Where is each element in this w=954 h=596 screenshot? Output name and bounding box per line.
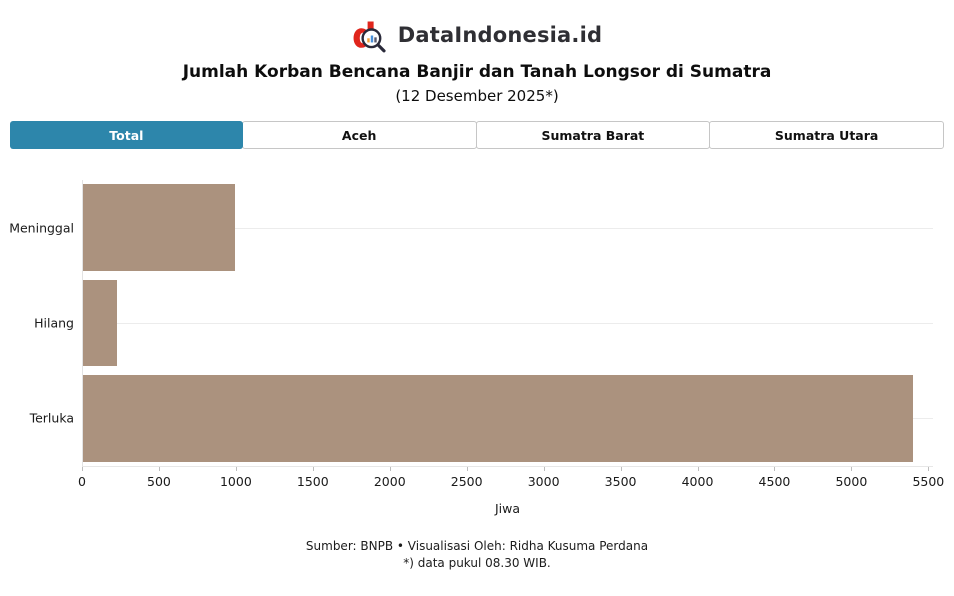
x-tick-mark (466, 467, 468, 471)
tab-total[interactable]: Total (10, 121, 243, 149)
bar-terluka[interactable] (83, 374, 913, 462)
x-tick-label: 2000 (373, 474, 406, 489)
x-tick-label: 5000 (835, 474, 868, 489)
dataindonesia-logo-icon: d (352, 17, 386, 54)
x-tick-mark (851, 467, 853, 471)
x-tick-label: 5500 (912, 474, 945, 489)
x-tick-label: 1500 (296, 474, 329, 489)
gridline (83, 227, 933, 229)
brand-header: d DataIndonesia.id (0, 0, 954, 55)
page-subtitle: (12 Desember 2025*) (395, 87, 559, 105)
row-hilang: Hilang (34, 275, 933, 370)
row-meninggal: Meninggal (9, 180, 933, 275)
x-tick-mark (697, 467, 699, 471)
category-label-hilang: Hilang (34, 315, 74, 331)
x-tick-mark (82, 467, 83, 471)
x-tick-mark (620, 467, 622, 471)
bar-chart: Meninggal Hilang Terluka 0 500 1000 1500 200… (0, 180, 954, 516)
footnote: *) data pukul 08.30 WIB. (403, 556, 551, 571)
x-tick-mark (543, 467, 545, 471)
x-tick-label: 3000 (527, 474, 560, 489)
x-tick-mark (312, 467, 314, 471)
bar-hilang[interactable] (83, 279, 117, 367)
x-tick-mark (158, 467, 160, 471)
region-tabs: Total Aceh Sumatra Barat Sumatra Utara (10, 121, 944, 149)
x-tick-label: 2500 (450, 474, 483, 489)
gridline (83, 322, 933, 324)
tab-sumatra-barat[interactable]: Sumatra Barat (475, 121, 711, 149)
x-tick-mark (928, 467, 930, 471)
x-tick-label: 500 (147, 474, 171, 489)
brand-name: DataIndonesia.id (397, 23, 603, 47)
x-tick-label: 0 (78, 474, 86, 489)
chart-footer: Sumber: BNPB • Visualisasi Oleh: Ridha K… (0, 538, 954, 573)
x-tick-mark (774, 467, 776, 471)
bar-meninggal[interactable] (83, 184, 236, 272)
x-tick-label: 3500 (604, 474, 637, 489)
x-axis-ticks: 0 500 1000 1500 2000 2500 3000 3500 4000 4500 5000… (78, 467, 944, 494)
tab-sumatra-utara[interactable]: Sumatra Utara (709, 121, 944, 149)
x-tick-mark (389, 467, 391, 471)
row-terluka: Terluka (30, 371, 933, 466)
x-tick-mark (235, 467, 237, 471)
tab-aceh[interactable]: Aceh (241, 121, 477, 149)
x-tick-label: 4500 (758, 474, 791, 489)
source-credit: Sumber: BNPB • Visualisasi Oleh: Ridha K… (305, 539, 649, 553)
x-axis-label: Jiwa (494, 501, 521, 516)
category-label-terluka: Terluka (29, 410, 74, 426)
x-tick-label: 4000 (681, 474, 714, 489)
plot-area: Meninggal Hilang Terluka (9, 180, 933, 467)
x-tick-label: 1000 (219, 474, 252, 489)
page-title: Jumlah Korban Bencana Banjir dan Tanah L… (182, 62, 772, 82)
category-label-meninggal: Meninggal (9, 220, 74, 236)
